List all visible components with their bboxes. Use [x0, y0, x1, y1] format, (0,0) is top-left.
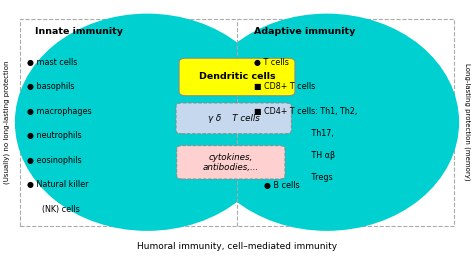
Text: (Usually) no long-lasting protection: (Usually) no long-lasting protection — [3, 61, 9, 184]
Ellipse shape — [15, 14, 280, 231]
Text: Adaptive immunity: Adaptive immunity — [254, 27, 355, 36]
Text: cytokines,
antibodies,...: cytokines, antibodies,... — [203, 153, 259, 172]
Text: ■ CD8+ T cells: ■ CD8+ T cells — [254, 82, 315, 91]
Text: γ δ    T cells: γ δ T cells — [208, 114, 260, 123]
Text: Th17,: Th17, — [254, 129, 333, 138]
FancyBboxPatch shape — [177, 146, 285, 179]
FancyBboxPatch shape — [176, 103, 292, 134]
Text: Long-lasting protection (memory): Long-lasting protection (memory) — [465, 63, 471, 181]
Text: ● Natural killer: ● Natural killer — [27, 180, 88, 190]
Text: Dendritic cells: Dendritic cells — [199, 73, 275, 81]
Text: Humoral immunity, cell–mediated immunity: Humoral immunity, cell–mediated immunity — [137, 242, 337, 251]
Text: ● basophils: ● basophils — [27, 82, 74, 91]
Text: ● neutrophils: ● neutrophils — [27, 131, 82, 140]
FancyBboxPatch shape — [179, 58, 295, 96]
Text: Tregs: Tregs — [254, 173, 332, 182]
Text: TH αβ: TH αβ — [254, 151, 335, 160]
Ellipse shape — [194, 14, 459, 231]
Text: ■ CD4+ T cells: Th1, Th2,: ■ CD4+ T cells: Th1, Th2, — [254, 107, 357, 116]
Text: ● macrophages: ● macrophages — [27, 107, 91, 116]
Text: Innate immunity: Innate immunity — [35, 27, 123, 36]
Text: ● mast cells: ● mast cells — [27, 57, 77, 67]
Text: (NK) cells: (NK) cells — [27, 205, 80, 214]
Text: ● T cells: ● T cells — [254, 57, 288, 67]
Text: ● eosinophils: ● eosinophils — [27, 156, 82, 165]
Text: ● B cells: ● B cells — [264, 181, 300, 190]
